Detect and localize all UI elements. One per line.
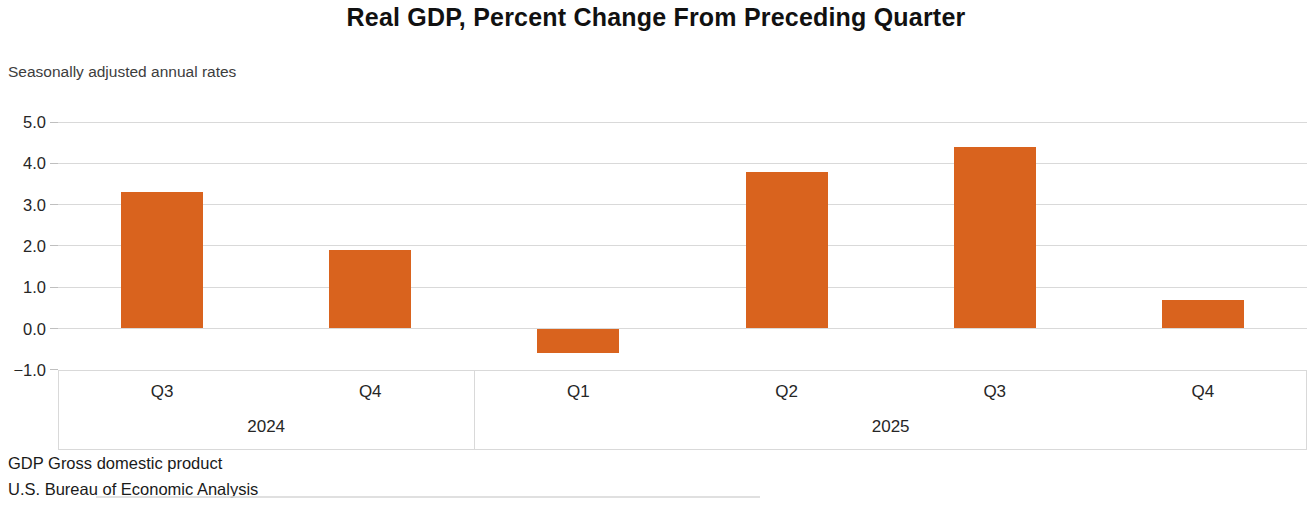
y-axis-label: 4.0	[0, 152, 46, 174]
bea-gdp-chart-screen: Real GDP, Percent Change From Preceding …	[0, 0, 1312, 509]
x-axis-quarter-label: Q3	[58, 380, 266, 404]
x-axis-year-label: 2025	[474, 415, 1307, 439]
y-axis-tick	[50, 245, 58, 246]
y-axis-tick	[50, 328, 58, 329]
x-axis-quarter-label: Q1	[474, 380, 682, 404]
bar-q3-2025	[954, 147, 1036, 329]
chart-subtitle: Seasonally adjusted annual rates	[8, 63, 236, 81]
x-axis-quarter-label: Q4	[266, 380, 474, 404]
y-axis-tick	[50, 369, 58, 370]
gridline-4.0	[58, 163, 1307, 164]
y-axis-label: −1.0	[0, 359, 46, 381]
gridline-3.0	[58, 204, 1307, 205]
x-axis-quarter-label: Q3	[891, 380, 1099, 404]
gridline-2.0	[58, 245, 1307, 246]
bar-q1-2025	[537, 329, 619, 354]
y-axis-label: 3.0	[0, 194, 46, 216]
bar-q3-2024	[121, 192, 203, 328]
x-axis-quarter-label: Q2	[683, 380, 891, 404]
y-axis-tick	[50, 122, 58, 123]
x-axis-quarter-label: Q4	[1099, 380, 1307, 404]
gridline-1.0	[58, 287, 1307, 288]
y-axis-label: 2.0	[0, 235, 46, 257]
gridline-0.0	[58, 328, 1307, 329]
y-axis-tick	[50, 204, 58, 205]
y-axis-label: 1.0	[0, 276, 46, 298]
gridline-5.0	[58, 122, 1307, 123]
chart-title: Real GDP, Percent Change From Preceding …	[0, 3, 1312, 32]
footnote-gdp-definition: GDP Gross domestic product	[8, 454, 222, 473]
bar-q2-2025	[746, 172, 828, 329]
y-axis-tick	[50, 163, 58, 164]
bar-q4-2025	[1162, 300, 1244, 329]
bar-q4-2024	[329, 250, 411, 328]
y-axis-label: 5.0	[0, 111, 46, 133]
y-axis-label: 0.0	[0, 318, 46, 340]
bottom-hairline	[96, 496, 760, 498]
x-axis-year-label: 2024	[58, 415, 474, 439]
y-axis-tick	[50, 287, 58, 288]
